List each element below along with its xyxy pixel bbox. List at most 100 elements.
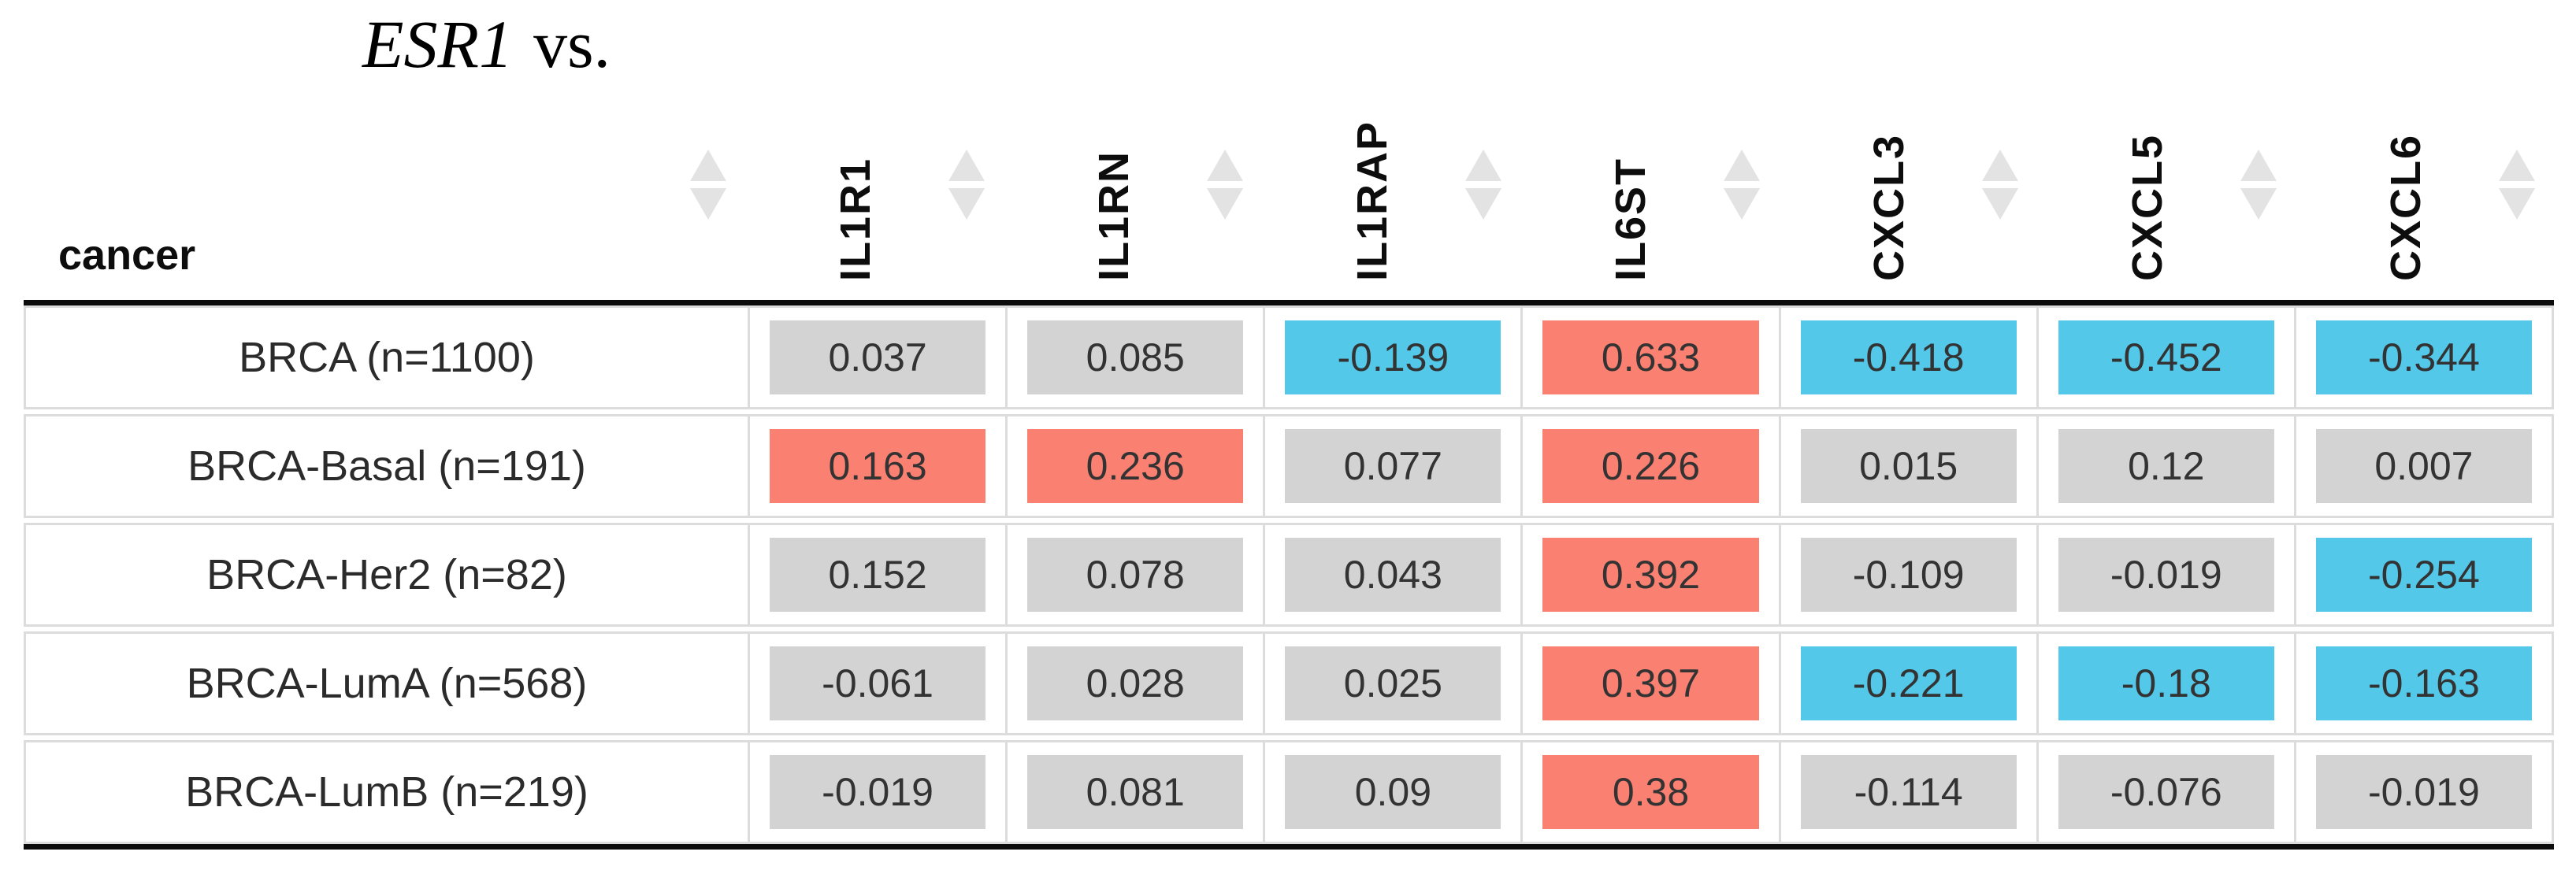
correlation-value-chip: -0.019 xyxy=(2315,755,2532,829)
column-header-il6st[interactable]: IL6ST xyxy=(1520,0,1779,300)
value-cell-cxcl3: -0.418 xyxy=(1778,308,2036,407)
value-cell-il1r1: 0.163 xyxy=(748,416,1005,516)
row-label: BRCA (n=1100) xyxy=(239,334,535,381)
column-header-label: IL1RN xyxy=(1090,150,1138,281)
value-cell-il1rap: 0.09 xyxy=(1263,742,1520,842)
value-cell-il6st: 0.38 xyxy=(1520,742,1778,842)
value-cell-il1rn: 0.078 xyxy=(1005,525,1263,624)
column-header-label: CXCL5 xyxy=(2124,133,2171,281)
value-cell-il1r1: -0.019 xyxy=(748,742,1005,842)
sort-up-icon xyxy=(948,150,985,181)
correlation-value-chip: 0.007 xyxy=(2315,429,2532,503)
value-cell-il1rap: 0.025 xyxy=(1263,634,1520,733)
sort-down-icon xyxy=(948,188,985,220)
value-cell-cxcl6: -0.344 xyxy=(2293,308,2552,407)
value-cell-cxcl3: -0.114 xyxy=(1778,742,2036,842)
page-title: ESR1 vs. xyxy=(362,5,611,83)
header-divider xyxy=(24,300,2554,305)
correlation-value-chip: -0.254 xyxy=(2315,538,2532,612)
table-bottom-border xyxy=(24,844,2554,850)
sort-down-icon xyxy=(1465,188,1501,220)
correlation-value-chip: 0.163 xyxy=(770,429,986,503)
sort-up-icon xyxy=(1207,150,1243,181)
column-header-il1rn[interactable]: IL1RN xyxy=(1004,0,1262,300)
value-cell-cxcl6: -0.254 xyxy=(2293,525,2552,624)
column-header-label: IL6ST xyxy=(1607,157,1654,281)
value-cell-il1r1: 0.037 xyxy=(748,308,1005,407)
table-header-row: cancer IL1R1 IL1RN IL1RAP IL6ST CXCL3 CXCL5 CX… xyxy=(24,0,2554,300)
title-gene: ESR1 xyxy=(362,6,514,82)
correlation-value-chip: 0.081 xyxy=(1027,755,1244,829)
value-cell-cxcl5: -0.18 xyxy=(2036,634,2294,733)
correlation-value-chip: -0.019 xyxy=(770,755,986,829)
sort-up-icon xyxy=(2499,150,2535,181)
value-cell-il6st: 0.633 xyxy=(1520,308,1778,407)
value-cell-il1rap: -0.139 xyxy=(1263,308,1520,407)
column-header-il1r1[interactable]: IL1R1 xyxy=(745,0,1004,300)
correlation-value-chip: 0.392 xyxy=(1542,538,1759,612)
sort-icon[interactable] xyxy=(1724,150,1760,220)
sort-up-icon xyxy=(1724,150,1760,181)
sort-up-icon xyxy=(1982,150,2018,181)
sort-icon[interactable] xyxy=(1465,150,1501,220)
value-cell-cxcl6: 0.007 xyxy=(2293,416,2552,516)
value-cell-il1r1: -0.061 xyxy=(748,634,1005,733)
sort-icon[interactable] xyxy=(690,150,726,220)
value-cell-cxcl6: -0.019 xyxy=(2293,742,2552,842)
value-cell-il1rn: 0.236 xyxy=(1005,416,1263,516)
correlation-value-chip: -0.019 xyxy=(2058,538,2274,612)
value-cell-cxcl6: -0.163 xyxy=(2293,634,2552,733)
sort-up-icon xyxy=(2240,150,2277,181)
sort-down-icon xyxy=(2499,188,2535,220)
column-header-cxcl3[interactable]: CXCL3 xyxy=(1779,0,2037,300)
value-cell-cxcl3: -0.109 xyxy=(1778,525,2036,624)
value-cell-il6st: 0.397 xyxy=(1520,634,1778,733)
correlation-table: cancer IL1R1 IL1RN IL1RAP IL6ST CXCL3 CXCL5 CX… xyxy=(24,0,2554,850)
cancer-header-label: cancer xyxy=(58,231,196,279)
value-cell-cxcl5: -0.019 xyxy=(2036,525,2294,624)
value-cell-il1rap: 0.077 xyxy=(1263,416,1520,516)
column-header-cancer[interactable]: cancer xyxy=(24,0,745,300)
value-cell-cxcl3: -0.221 xyxy=(1778,634,2036,733)
correlation-value-chip: 0.397 xyxy=(1542,646,1759,720)
table-row: BRCA-Her2 (n=82) 0.152 0.078 0.043 0.392 -0.1… xyxy=(24,523,2554,627)
column-header-il1rap[interactable]: IL1RAP xyxy=(1262,0,1520,300)
correlation-value-chip: 0.015 xyxy=(1800,429,2017,503)
sort-icon[interactable] xyxy=(1982,150,2018,220)
value-cell-il6st: 0.226 xyxy=(1520,416,1778,516)
column-header-cxcl5[interactable]: CXCL5 xyxy=(2037,0,2296,300)
correlation-value-chip: 0.633 xyxy=(1542,320,1759,394)
correlation-value-chip: 0.09 xyxy=(1285,755,1501,829)
value-cell-cxcl5: -0.076 xyxy=(2036,742,2294,842)
sort-icon[interactable] xyxy=(2499,150,2535,220)
value-cell-cxcl5: 0.12 xyxy=(2036,416,2294,516)
correlation-value-chip: -0.452 xyxy=(2058,320,2274,394)
column-header-label: IL1RAP xyxy=(1349,120,1396,281)
correlation-value-chip: 0.037 xyxy=(770,320,986,394)
correlation-value-chip: -0.18 xyxy=(2058,646,2274,720)
sort-up-icon xyxy=(690,150,726,181)
value-cell-il1r1: 0.152 xyxy=(748,525,1005,624)
sort-down-icon xyxy=(1207,188,1243,220)
sort-icon[interactable] xyxy=(2240,150,2277,220)
correlation-value-chip: -0.221 xyxy=(1800,646,2017,720)
row-label-cell: BRCA-LumA (n=568) xyxy=(26,634,748,733)
sort-icon[interactable] xyxy=(1207,150,1243,220)
sort-icon[interactable] xyxy=(948,150,985,220)
correlation-value-chip: 0.028 xyxy=(1027,646,1244,720)
correlation-value-chip: 0.043 xyxy=(1285,538,1501,612)
row-label: BRCA-Basal (n=191) xyxy=(187,442,586,490)
column-header-label: CXCL6 xyxy=(2382,133,2429,281)
table-row: BRCA (n=1100) 0.037 0.085 -0.139 0.633 -0.418… xyxy=(24,305,2554,409)
row-label-cell: BRCA-Basal (n=191) xyxy=(26,416,748,516)
correlation-value-chip: -0.076 xyxy=(2058,755,2274,829)
column-header-cxcl6[interactable]: CXCL6 xyxy=(2296,0,2554,300)
table-row: BRCA-LumB (n=219) -0.019 0.081 0.09 0.38 -0.1… xyxy=(24,740,2554,844)
correlation-value-chip: 0.077 xyxy=(1285,429,1501,503)
correlation-value-chip: -0.344 xyxy=(2315,320,2532,394)
row-label-cell: BRCA-LumB (n=219) xyxy=(26,742,748,842)
correlation-value-chip: 0.025 xyxy=(1285,646,1501,720)
value-cell-il1rn: 0.028 xyxy=(1005,634,1263,733)
row-label: BRCA-LumB (n=219) xyxy=(185,768,588,816)
correlation-value-chip: 0.236 xyxy=(1027,429,1244,503)
